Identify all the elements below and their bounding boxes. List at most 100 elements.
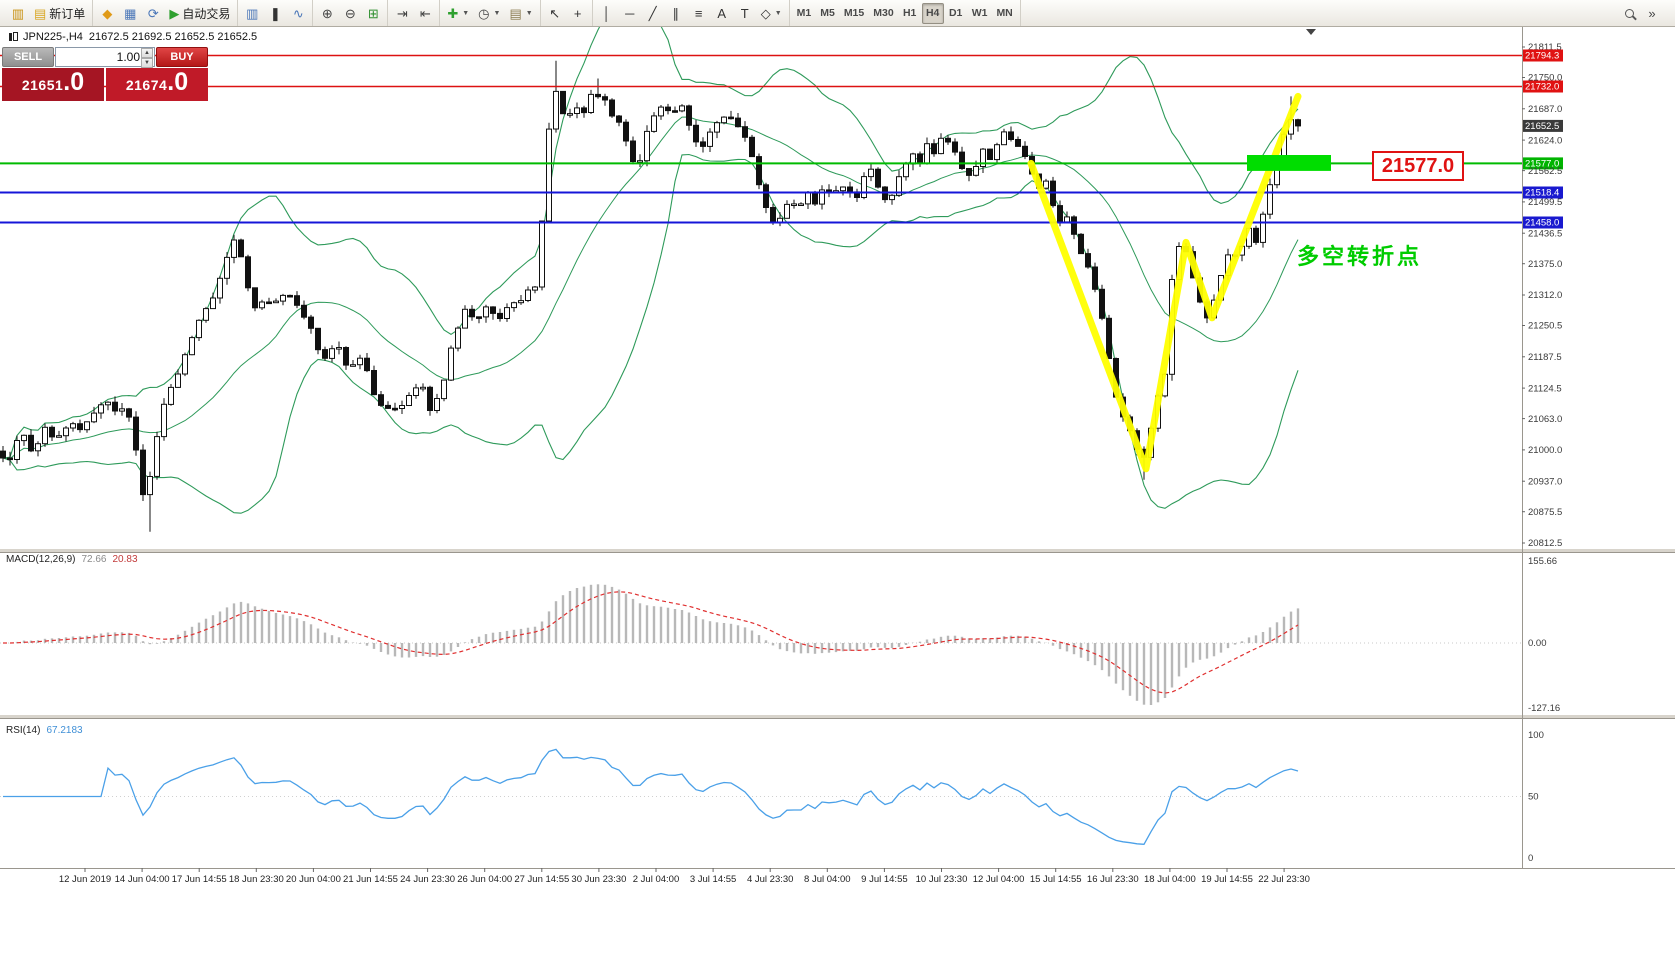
timeframe-h1-button[interactable]: H1 <box>899 3 921 24</box>
toolbar-overflow-button[interactable]: » <box>1641 3 1663 24</box>
fibonacci-button-icon: ≡ <box>694 5 703 21</box>
svg-text:19 Jul 14:55: 19 Jul 14:55 <box>1201 874 1253 885</box>
crosshair-button[interactable]: + <box>567 3 589 24</box>
fibonacci-button[interactable]: ≡ <box>688 3 710 24</box>
market-watch-button[interactable]: ◆ <box>96 3 118 24</box>
zoom-out-button[interactable]: ⊖ <box>339 3 361 24</box>
sell-price[interactable]: 21651 .0 <box>2 68 104 101</box>
timeframe-m5-button[interactable]: M5 <box>816 3 839 24</box>
svg-text:21687.0: 21687.0 <box>1528 104 1562 115</box>
tile-windows-button[interactable]: ⊞ <box>362 3 384 24</box>
price-tag-21794.3 <box>1523 49 1563 62</box>
indicators-button[interactable]: ✚ ▼ <box>443 3 473 24</box>
svg-text:0.00: 0.00 <box>1528 638 1547 649</box>
vertical-line-button[interactable]: │ <box>596 3 618 24</box>
timeframe-m30-button[interactable]: M30 <box>869 3 897 24</box>
svg-text:0: 0 <box>1528 853 1533 864</box>
turning-point-label[interactable]: 多空转折点 <box>1297 244 1423 269</box>
price-tag-21458.0 <box>1523 216 1563 229</box>
timeframe-m1-button[interactable]: M1 <box>793 3 816 24</box>
symbol-period-label: JPN225-,H4 <box>23 31 83 43</box>
cursor-button-icon: ↖ <box>549 5 561 21</box>
timeframe-h4-button[interactable]: H4 <box>921 2 944 24</box>
toolbar-group: ▥ ❚ ∿ <box>238 0 314 26</box>
svg-text:21458.0: 21458.0 <box>1525 218 1559 229</box>
svg-text:24 Jun 23:30: 24 Jun 23:30 <box>400 874 455 885</box>
channel-button[interactable]: ∥ <box>665 3 687 24</box>
timeframe-mn-button-label: MN <box>996 7 1013 19</box>
svg-text:21375.0: 21375.0 <box>1528 259 1562 270</box>
text-button[interactable]: A <box>711 3 733 24</box>
periods-button[interactable]: ◷ ▼ <box>474 3 504 24</box>
svg-text:20875.5: 20875.5 <box>1528 507 1562 518</box>
cursor-button[interactable]: ↖ <box>544 3 566 24</box>
toolbar-group: ◆ ▦ ⟳ ▶ 自动交易 <box>93 0 239 26</box>
svg-text:26 Jun 04:00: 26 Jun 04:00 <box>457 874 512 885</box>
toolbar-group: ▥ ▤ 新订单 <box>4 0 94 26</box>
chevron-down-icon: ▼ <box>493 9 501 17</box>
auto-scroll-button[interactable]: ⇥ <box>391 3 413 24</box>
candlestick-chart-button[interactable]: ❚ <box>264 3 286 24</box>
horizontal-line-button[interactable]: ─ <box>619 3 641 24</box>
rsi-name: RSI(14) <box>6 725 41 736</box>
svg-text:15 Jul 14:55: 15 Jul 14:55 <box>1030 874 1082 885</box>
autotrading-button-label: 自动交易 <box>182 6 231 21</box>
timeframe-w1-button[interactable]: W1 <box>968 3 992 24</box>
time-axis[interactable]: 12 Jun 2019 14 Jun 04:00 17 Jun 14:55 18 Ju… <box>59 868 1310 885</box>
buy-price[interactable]: 21674 .0 <box>106 68 208 101</box>
svg-text:30 Jun 23:30: 30 Jun 23:30 <box>571 874 626 885</box>
chevron-down-icon: ▼ <box>525 9 533 17</box>
sell-price-pips: .0 <box>63 68 85 96</box>
bar-chart-button[interactable]: ▥ <box>241 3 263 24</box>
svg-text:8 Jul 04:00: 8 Jul 04:00 <box>804 874 850 885</box>
svg-text:12 Jul 04:00: 12 Jul 04:00 <box>973 874 1025 885</box>
volume-up-button[interactable]: ▲ <box>141 48 153 58</box>
scroll-end-marker <box>1306 29 1316 35</box>
line-chart-button[interactable]: ∿ <box>287 3 309 24</box>
timeframe-h4-button-label: H4 <box>925 7 940 19</box>
panel-separator[interactable] <box>0 548 1675 553</box>
data-window-button-icon: ▦ <box>124 5 137 21</box>
navigator-button[interactable]: ⟳ <box>142 3 164 24</box>
new-order-button[interactable]: ▤ 新订单 <box>30 3 89 24</box>
volume-input[interactable]: 1.00 ▲ ▼ <box>55 47 155 68</box>
svg-text:22 Jul 23:30: 22 Jul 23:30 <box>1258 874 1310 885</box>
terminal-icon[interactable]: ▥ <box>7 3 29 24</box>
timeframe-m15-button-label: M15 <box>843 7 865 19</box>
macd-main-value: 72.66 <box>81 554 107 565</box>
highlight-band[interactable] <box>1247 155 1331 171</box>
toolbar-group: ⊕ ⊖ ⊞ <box>313 0 389 26</box>
svg-text:4 Jul 23:30: 4 Jul 23:30 <box>747 874 793 885</box>
toolbar-overflow-button-icon: » <box>1648 5 1656 21</box>
autotrading-button[interactable]: ▶ 自动交易 <box>165 3 234 24</box>
toolbar-group: ⇥ ⇤ <box>388 0 441 26</box>
panel-separator[interactable] <box>0 714 1675 719</box>
auto-scroll-button-icon: ⇥ <box>396 5 408 21</box>
sell-button[interactable]: SELL <box>2 47 54 67</box>
chevron-down-icon: ▼ <box>774 9 782 17</box>
chart-shift-button[interactable]: ⇤ <box>414 3 436 24</box>
horizontal-line-button-icon: ─ <box>625 5 635 21</box>
data-window-button[interactable]: ▦ <box>119 3 141 24</box>
svg-text:21624.0: 21624.0 <box>1528 135 1562 146</box>
timeframe-m15-button[interactable]: M15 <box>840 3 868 24</box>
label-button[interactable]: T <box>734 3 756 24</box>
svg-text:10 Jul 23:30: 10 Jul 23:30 <box>916 874 968 885</box>
volume-down-button[interactable]: ▼ <box>141 58 153 68</box>
timeframe-d1-button[interactable]: D1 <box>945 3 967 24</box>
templates-button[interactable]: ▤ ▼ <box>505 3 536 24</box>
arrows-button[interactable]: ◇ ▼ <box>757 3 786 24</box>
trendline-button[interactable]: ╱ <box>642 3 664 24</box>
timeframe-mn-button[interactable]: MN <box>992 3 1016 24</box>
svg-text:14 Jun 04:00: 14 Jun 04:00 <box>115 874 170 885</box>
autotrading-button-icon: ▶ <box>169 5 180 21</box>
zigzag-drawing[interactable] <box>1027 92 1302 473</box>
vertical-line-button-icon: │ <box>602 5 611 21</box>
price-level-callout[interactable]: 21577.0 <box>1372 151 1464 181</box>
bar-chart-button-icon: ▥ <box>246 5 259 21</box>
buy-button[interactable]: BUY <box>156 47 208 67</box>
search-button[interactable] <box>1618 3 1640 24</box>
zoom-in-button[interactable]: ⊕ <box>316 3 338 24</box>
